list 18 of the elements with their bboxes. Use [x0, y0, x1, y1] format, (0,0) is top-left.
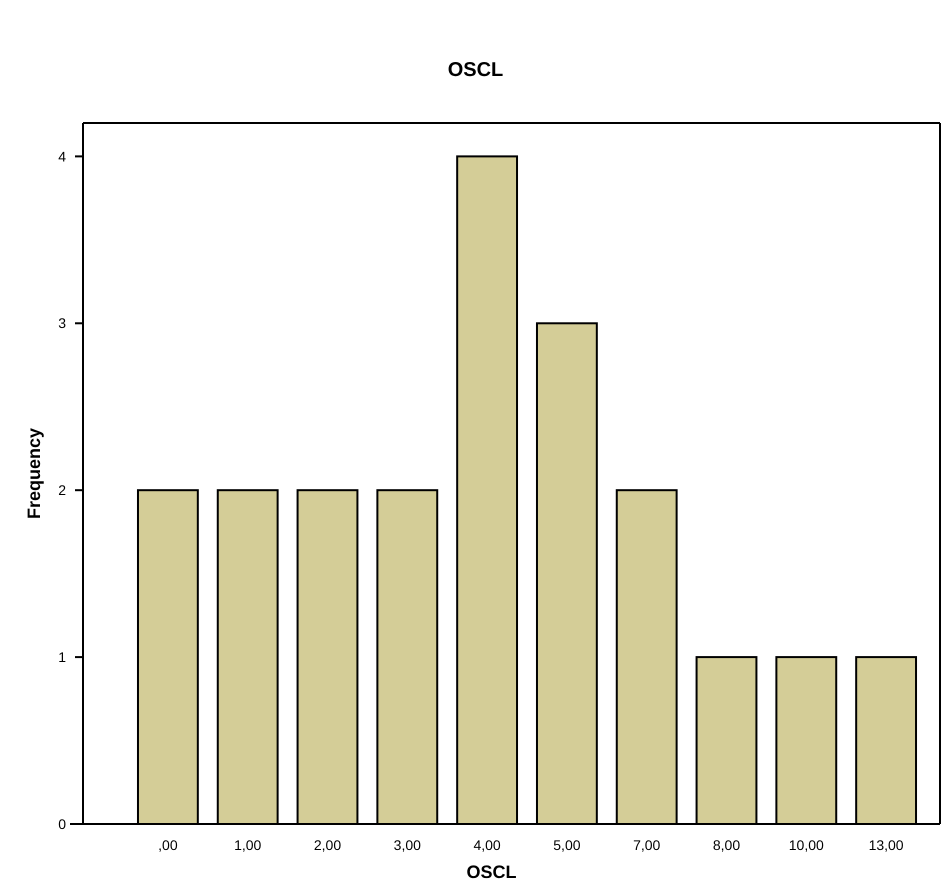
- x-tick-label: 4,00: [473, 837, 501, 853]
- y-axis-title: Frequency: [24, 428, 44, 520]
- x-tick-label: 3,00: [394, 837, 422, 853]
- x-tick-label: 10,00: [788, 837, 824, 853]
- x-tick-label: 7,00: [633, 837, 661, 853]
- x-tick-label: 5,00: [553, 837, 581, 853]
- chart-title: OSCL: [448, 59, 504, 81]
- y-tick-label: 1: [58, 648, 66, 665]
- x-tick-label: 2,00: [314, 837, 342, 853]
- x-tick-label: 8,00: [712, 837, 740, 853]
- x-axis-title: OSCL: [466, 862, 517, 882]
- y-tick-label: 3: [58, 315, 66, 332]
- x-tick-label: 1,00: [234, 837, 262, 853]
- y-tick-label: 0: [58, 816, 66, 832]
- x-tick-label: ,00: [158, 837, 178, 853]
- x-tick-label: 13,00: [868, 837, 904, 853]
- y-tick-label: 4: [58, 148, 66, 164]
- y-tick-label: 2: [58, 482, 66, 498]
